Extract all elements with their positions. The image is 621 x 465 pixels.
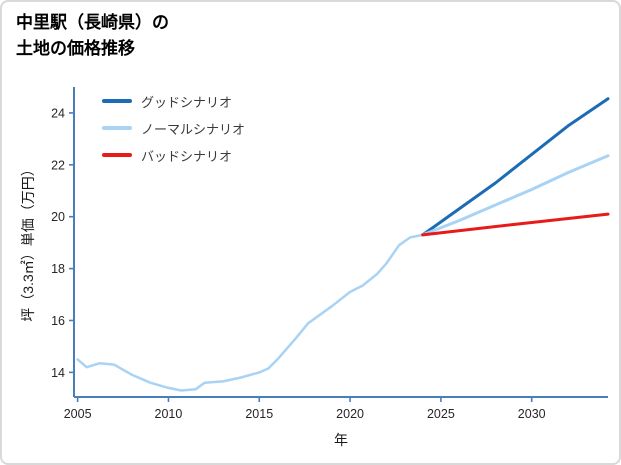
y-tick-label: 22 xyxy=(51,158,65,172)
x-tick-label: 2025 xyxy=(427,407,455,421)
bad-scenario-line-swatch xyxy=(102,153,132,157)
series-line-実績推移 xyxy=(76,233,424,392)
x-tick-label: 2020 xyxy=(336,407,364,421)
chart-legend: グッドシナリオ ノーマルシナリオ バッドシナリオ xyxy=(102,92,245,164)
x-tick-label: 2030 xyxy=(518,407,546,421)
chart-title-line1: 中里駅（長崎県）の xyxy=(16,13,169,32)
y-tick-label: 16 xyxy=(51,314,65,328)
series-line-ノーマルシナリオ xyxy=(421,154,610,237)
y-tick-label: 14 xyxy=(51,366,65,380)
x-tick-label: 2015 xyxy=(245,407,273,421)
legend-item-good: グッドシナリオ xyxy=(102,92,245,110)
chart-title: 中里駅（長崎県）の 土地の価格推移 xyxy=(16,10,169,63)
legend-item-normal: ノーマルシナリオ xyxy=(102,119,245,137)
normal-scenario-line-swatch xyxy=(102,126,132,130)
legend-item-bad: バッドシナリオ xyxy=(102,146,245,164)
x-tick-label: 2010 xyxy=(155,407,183,421)
y-tick-label: 18 xyxy=(51,262,65,276)
series-line-バッドシナリオ xyxy=(421,212,610,237)
x-axis-label: 年 xyxy=(334,432,348,448)
series-line-グッドシナリオ xyxy=(421,97,610,237)
y-tick-label: 24 xyxy=(51,106,65,120)
x-tick-label: 2005 xyxy=(64,407,92,421)
legend-label-bad: バッドシナリオ xyxy=(141,148,233,164)
chart-title-line2: 土地の価格推移 xyxy=(16,39,135,59)
y-axis-label: 坪（3.3㎡）単価（万円） xyxy=(20,162,36,322)
legend-label-good: グッドシナリオ xyxy=(141,94,233,110)
good-scenario-line-swatch xyxy=(102,99,132,103)
y-tick-label: 20 xyxy=(51,210,65,224)
legend-label-normal: ノーマルシナリオ xyxy=(141,121,246,137)
